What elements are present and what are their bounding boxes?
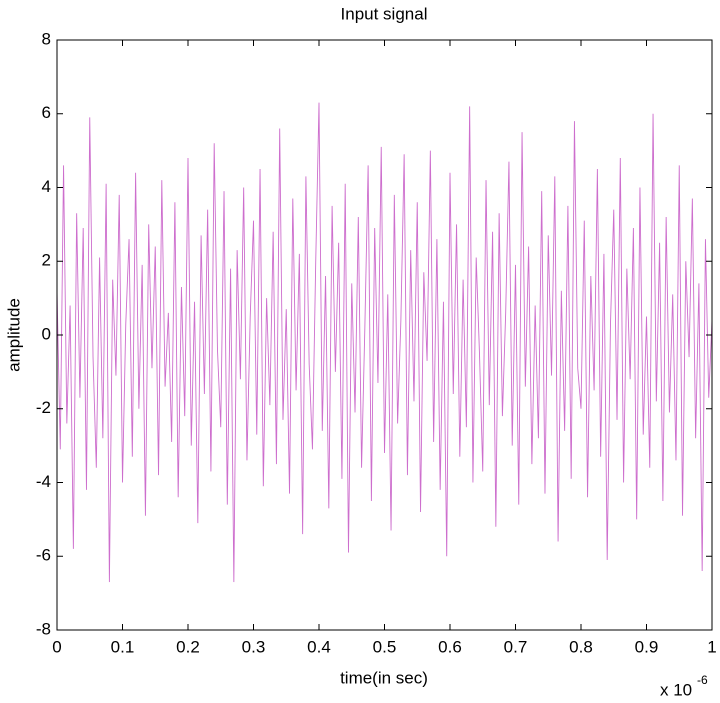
y-axis-label: amplitude: [4, 298, 23, 372]
x-tick-label: 0.9: [635, 637, 659, 656]
x-tick-label: 0.3: [242, 637, 266, 656]
x-tick-label: 1: [707, 637, 716, 656]
y-tick-label: 4: [42, 177, 51, 196]
x-tick-label: 0.8: [569, 637, 593, 656]
x-tick-label: 0.7: [504, 637, 528, 656]
y-tick-label: 8: [42, 29, 51, 48]
x-tick-label: 0.5: [373, 637, 397, 656]
y-tick-label: -6: [36, 546, 51, 565]
y-tick-label: 2: [42, 251, 51, 270]
x-exponent-base: x 10: [660, 680, 692, 699]
y-tick-label: -8: [36, 619, 51, 638]
x-tick-label: 0.6: [438, 637, 462, 656]
x-exponent: -6: [697, 673, 708, 687]
y-tick-label: -2: [36, 398, 51, 417]
x-axis-label: time(in sec): [340, 668, 428, 687]
signal-line: [56, 102, 713, 583]
x-tick-label: 0: [52, 637, 61, 656]
x-tick-label: 0.2: [176, 637, 200, 656]
x-tick-label: 0.1: [111, 637, 135, 656]
y-tick-label: -4: [36, 472, 51, 491]
y-tick-label: 6: [42, 103, 51, 122]
x-tick-label: 0.4: [307, 637, 331, 656]
chart-title: Input signal: [341, 4, 428, 23]
y-tick-label: 0: [42, 324, 51, 343]
